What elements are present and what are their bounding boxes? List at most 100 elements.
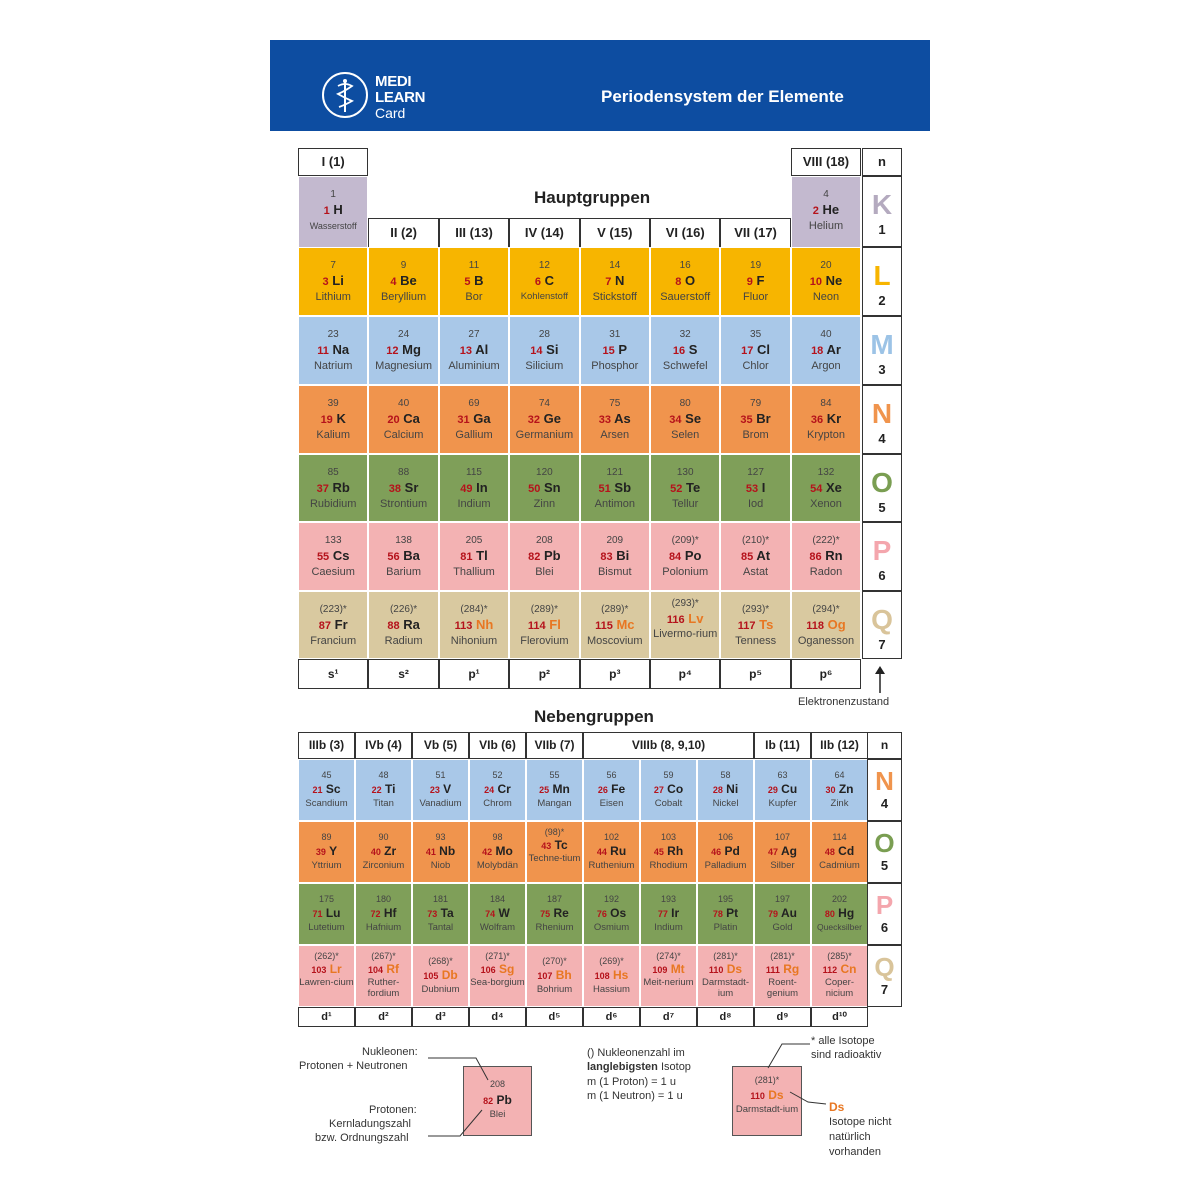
atomic-number: 103 bbox=[311, 965, 327, 975]
atomic-number: 27 bbox=[653, 785, 664, 795]
atomic-number: 116 bbox=[666, 614, 685, 626]
atomic-mass: (285)* bbox=[827, 951, 852, 961]
element-cell-Bh: (270)* 107 Bh Bohrium bbox=[526, 945, 583, 1007]
element-cell-Si: 28 14 Si Silicium bbox=[509, 316, 580, 385]
element-name: Rhodium bbox=[649, 860, 688, 871]
element-cell-Ar: 40 18 Ar Argon bbox=[790, 316, 862, 385]
symbol-text: Mn bbox=[552, 782, 570, 796]
shell-letter: M bbox=[870, 329, 894, 360]
atomic-mass: 79 bbox=[750, 398, 762, 409]
atomic-number: 42 bbox=[482, 847, 493, 857]
element-symbol: 105 Db bbox=[413, 968, 468, 982]
atomic-number: 15 bbox=[602, 345, 615, 357]
element-name: Calcium bbox=[383, 429, 424, 441]
transition-shell-header: n bbox=[867, 732, 902, 759]
atomic-number: 40 bbox=[370, 847, 381, 857]
symbol-text: As bbox=[614, 411, 631, 426]
symbol-text: Cs bbox=[332, 548, 350, 563]
legend-synthetic-mass: (281)* bbox=[754, 1075, 780, 1085]
symbol-text: Cu bbox=[781, 782, 798, 796]
element-symbol: 39 Y bbox=[299, 844, 354, 858]
transition-group-header-3: VIb (6) bbox=[469, 732, 526, 759]
element-symbol: 25 Mn bbox=[527, 782, 582, 796]
element-cell-Y: 89 39 Y Yttrium bbox=[298, 821, 355, 883]
element-cell-Ru: 102 44 Ru Ruthenium bbox=[583, 821, 640, 883]
atomic-mass: 121 bbox=[606, 467, 624, 478]
atomic-number: 13 bbox=[459, 345, 473, 357]
symbol-text: Te bbox=[686, 480, 701, 495]
symbol-text: Rn bbox=[825, 548, 843, 563]
element-name: Coper-nicium bbox=[824, 977, 855, 999]
element-cell-At: (210)* 85 At Astat bbox=[720, 522, 791, 591]
main-section-title: Hauptgruppen bbox=[534, 188, 651, 207]
element-cell-Ne: 20 10 Ne Neon bbox=[790, 247, 862, 316]
element-symbol: 14 Si bbox=[510, 342, 578, 357]
atomic-mass: 127 bbox=[747, 467, 764, 478]
symbol-text: At bbox=[756, 548, 771, 563]
element-name: Kohlenstoff bbox=[520, 291, 569, 302]
element-symbol: 78 Pt bbox=[698, 906, 753, 920]
atomic-mass: 39 bbox=[327, 398, 339, 409]
element-cell-Mo: 98 42 Mo Molybdän bbox=[469, 821, 526, 883]
element-symbol: 86 Rn bbox=[792, 548, 860, 563]
atomic-number: 77 bbox=[657, 909, 668, 919]
atomic-mass: 133 bbox=[324, 535, 342, 546]
legend-synthetic-note-1: Isotope nicht bbox=[829, 1116, 892, 1128]
symbol-text: Lu bbox=[325, 906, 341, 920]
element-name: Wasserstoff bbox=[309, 221, 357, 231]
element-symbol: 24 Cr bbox=[470, 782, 525, 796]
transition-group-header-0: IIIb (3) bbox=[298, 732, 355, 759]
element-name: Cobalt bbox=[654, 798, 683, 809]
atomic-mass: 181 bbox=[432, 894, 449, 904]
element-symbol: 20 Ca bbox=[369, 411, 437, 426]
atomic-mass: 192 bbox=[603, 894, 620, 904]
legend-leader-lines bbox=[428, 1057, 489, 1137]
transition-group-header-7: IIb (12) bbox=[811, 732, 868, 759]
element-symbol: 48 Cd bbox=[812, 844, 867, 858]
element-name: Cadmium bbox=[819, 860, 860, 871]
atomic-number: 72 bbox=[370, 909, 381, 919]
atomic-number: 18 bbox=[811, 345, 824, 357]
element-symbol: 56 Ba bbox=[369, 548, 437, 563]
element-symbol: 109 Mt bbox=[641, 962, 696, 976]
atomic-mass: 11 bbox=[468, 260, 480, 271]
element-name: Thallium bbox=[453, 566, 495, 578]
symbol-text: Ta bbox=[440, 906, 454, 920]
group-header-2: II (2) bbox=[368, 218, 439, 248]
element-name: Lutetium bbox=[308, 922, 345, 933]
element-symbol: 76 Os bbox=[584, 906, 639, 920]
element-cell-Na: 23 11 Na Natrium bbox=[298, 316, 369, 385]
atomic-number: 48 bbox=[824, 847, 835, 857]
symbol-text: Zr bbox=[384, 844, 397, 858]
atomic-mass: 16 bbox=[679, 260, 691, 271]
element-cell-K: 39 19 K Kalium bbox=[298, 385, 369, 454]
element-name: Chlor bbox=[742, 360, 769, 372]
atomic-mass: (294)* bbox=[812, 604, 840, 615]
atomic-number: 109 bbox=[652, 965, 668, 975]
legend-synthetic-note-3: vorhanden bbox=[829, 1146, 881, 1158]
element-name: Argon bbox=[811, 360, 841, 372]
symbol-text: Ir bbox=[671, 906, 680, 920]
legend-isotope-note-4: m (1 Neutron) = 1 u bbox=[587, 1090, 683, 1102]
element-name: Sauerstoff bbox=[660, 291, 711, 303]
transition-group-header-6: Ib (11) bbox=[754, 732, 811, 759]
element-symbol: 88 Ra bbox=[369, 617, 437, 632]
atomic-number: 74 bbox=[485, 909, 496, 919]
symbol-text: O bbox=[685, 273, 696, 288]
symbol-text: Db bbox=[441, 968, 458, 982]
shell-letter: Q bbox=[874, 952, 895, 982]
shell-number: 2 bbox=[878, 293, 886, 308]
atomic-number: 23 bbox=[429, 785, 440, 795]
element-name: Antimon bbox=[594, 498, 635, 510]
atomic-number: 110 bbox=[708, 965, 724, 975]
shell-letter: O bbox=[871, 467, 893, 498]
arrow-up-icon bbox=[875, 666, 885, 693]
element-symbol: 52 Te bbox=[651, 480, 719, 495]
atomic-mass: 193 bbox=[660, 894, 677, 904]
element-cell-Tl: 205 81 Tl Thallium bbox=[438, 522, 510, 591]
atomic-number: 107 bbox=[537, 971, 553, 981]
atomic-number: 43 bbox=[541, 841, 552, 851]
